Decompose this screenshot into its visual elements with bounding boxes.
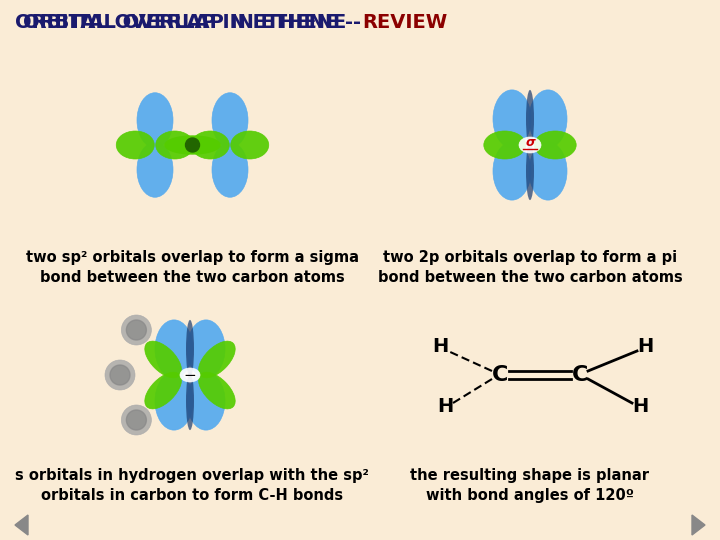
Ellipse shape <box>199 372 235 409</box>
Ellipse shape <box>187 320 225 378</box>
Ellipse shape <box>493 90 531 148</box>
Ellipse shape <box>180 368 200 382</box>
Ellipse shape <box>145 341 181 378</box>
Ellipse shape <box>186 138 199 152</box>
Text: two sp² orbitals overlap to form a sigma
bond between the two carbon atoms: two sp² orbitals overlap to form a sigma… <box>25 250 359 285</box>
Text: the resulting shape is planar
with bond angles of 120º: the resulting shape is planar with bond … <box>410 468 649 503</box>
Ellipse shape <box>484 131 526 159</box>
Ellipse shape <box>519 137 541 153</box>
Ellipse shape <box>137 93 173 148</box>
Ellipse shape <box>155 320 193 378</box>
Text: −: − <box>184 368 197 382</box>
Text: H: H <box>632 397 648 416</box>
Ellipse shape <box>122 315 151 345</box>
Ellipse shape <box>122 405 151 435</box>
Text: H: H <box>432 338 448 356</box>
Text: H: H <box>437 397 453 416</box>
Text: REVIEW: REVIEW <box>362 12 447 31</box>
Ellipse shape <box>534 131 576 159</box>
Ellipse shape <box>199 341 235 378</box>
Polygon shape <box>15 515 28 535</box>
Ellipse shape <box>155 372 193 430</box>
Text: H: H <box>637 338 653 356</box>
Ellipse shape <box>526 142 534 200</box>
Text: σ: σ <box>525 137 535 150</box>
Ellipse shape <box>529 90 567 148</box>
Ellipse shape <box>212 93 248 148</box>
Ellipse shape <box>493 142 531 200</box>
Ellipse shape <box>187 372 225 430</box>
Text: C: C <box>492 365 508 385</box>
Ellipse shape <box>137 142 173 197</box>
Ellipse shape <box>212 142 248 197</box>
Ellipse shape <box>230 131 269 159</box>
Text: two 2p orbitals overlap to form a pi
bond between the two carbon atoms: two 2p orbitals overlap to form a pi bon… <box>377 250 683 285</box>
Ellipse shape <box>529 142 567 200</box>
Ellipse shape <box>186 372 194 430</box>
Ellipse shape <box>116 131 154 159</box>
Text: ORBITAL OVERLAP IN ETHENE -: ORBITAL OVERLAP IN ETHENE - <box>15 12 360 31</box>
Ellipse shape <box>127 410 146 430</box>
Text: s orbitals in hydrogen overlap with the sp²
orbitals in carbon to form C-H bonds: s orbitals in hydrogen overlap with the … <box>15 468 369 503</box>
Ellipse shape <box>156 131 194 159</box>
Ellipse shape <box>186 320 194 378</box>
Ellipse shape <box>105 360 135 390</box>
Ellipse shape <box>145 372 181 409</box>
Polygon shape <box>692 515 705 535</box>
Ellipse shape <box>192 131 229 159</box>
Text: ORBITAL OVERLAP IN ETHENE -: ORBITAL OVERLAP IN ETHENE - <box>22 12 367 31</box>
Text: C: C <box>572 365 588 385</box>
Ellipse shape <box>526 90 534 148</box>
Ellipse shape <box>165 136 220 154</box>
Ellipse shape <box>110 365 130 385</box>
Ellipse shape <box>127 320 146 340</box>
